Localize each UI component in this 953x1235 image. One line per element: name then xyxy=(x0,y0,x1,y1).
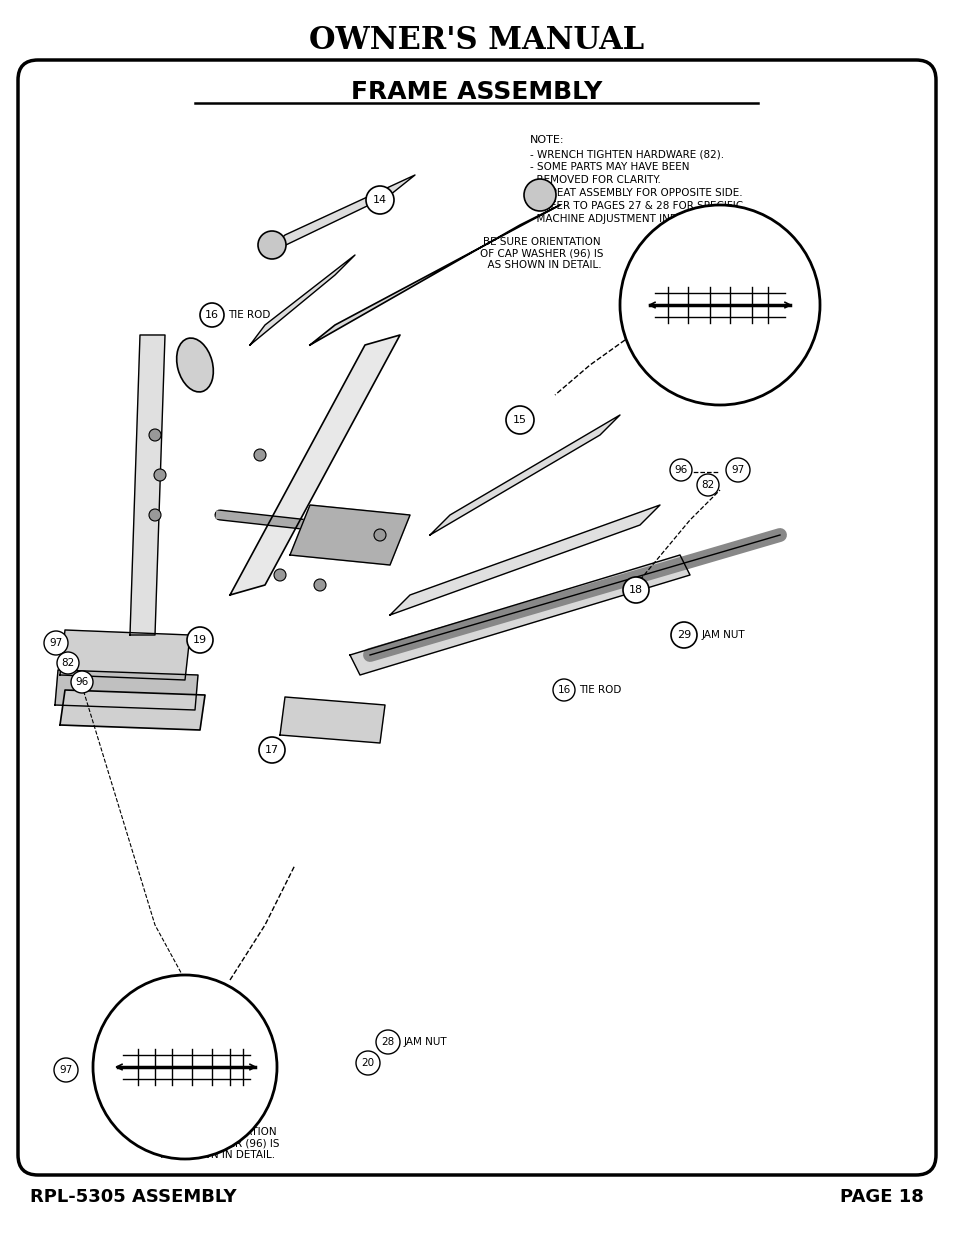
Circle shape xyxy=(622,577,648,603)
Circle shape xyxy=(628,303,655,329)
Circle shape xyxy=(71,671,92,693)
Polygon shape xyxy=(55,671,198,710)
Text: 82: 82 xyxy=(711,348,724,358)
Text: 97: 97 xyxy=(744,335,758,345)
Text: 17: 17 xyxy=(172,1050,185,1060)
Circle shape xyxy=(366,186,394,214)
Circle shape xyxy=(375,1030,399,1053)
Text: 20: 20 xyxy=(245,1068,258,1078)
Text: PAGE 18: PAGE 18 xyxy=(840,1188,923,1207)
Text: 28: 28 xyxy=(381,1037,395,1047)
Text: 15: 15 xyxy=(513,415,526,425)
Polygon shape xyxy=(390,505,659,615)
Circle shape xyxy=(149,509,161,521)
Circle shape xyxy=(740,329,763,352)
Circle shape xyxy=(92,974,276,1158)
Circle shape xyxy=(523,179,556,211)
Text: 18: 18 xyxy=(635,310,648,320)
Text: TIE ROD: TIE ROD xyxy=(578,685,620,695)
Circle shape xyxy=(109,1039,131,1061)
Circle shape xyxy=(200,303,224,327)
Text: 82: 82 xyxy=(700,480,714,490)
Text: OWNER'S MANUAL: OWNER'S MANUAL xyxy=(309,25,644,56)
Text: FRAME ASSEMBLY: FRAME ASSEMBLY xyxy=(351,80,602,104)
Text: - REPEAT ASSEMBLY FOR OPPOSITE SIDE.: - REPEAT ASSEMBLY FOR OPPOSITE SIDE. xyxy=(530,188,741,198)
Circle shape xyxy=(54,1058,78,1082)
Circle shape xyxy=(187,627,213,653)
Circle shape xyxy=(153,469,166,480)
Circle shape xyxy=(167,1044,189,1066)
Polygon shape xyxy=(230,335,399,595)
Text: BE SURE ORIENTATION
OF CAP WASHER (96) IS
AS SHOWN IN DETAIL.: BE SURE ORIENTATION OF CAP WASHER (96) I… xyxy=(156,1128,279,1160)
Polygon shape xyxy=(130,335,165,635)
Text: 18: 18 xyxy=(629,300,642,310)
Circle shape xyxy=(314,579,326,592)
Text: 16: 16 xyxy=(557,685,570,695)
Text: 20: 20 xyxy=(361,1058,375,1068)
Text: 97: 97 xyxy=(59,1065,72,1074)
Ellipse shape xyxy=(176,338,213,391)
Circle shape xyxy=(258,737,285,763)
Text: 97: 97 xyxy=(731,466,744,475)
Polygon shape xyxy=(350,555,689,676)
Circle shape xyxy=(725,458,749,482)
Circle shape xyxy=(132,1019,154,1041)
Circle shape xyxy=(44,631,68,655)
Circle shape xyxy=(149,429,161,441)
Circle shape xyxy=(257,231,286,259)
Text: 96: 96 xyxy=(75,677,89,687)
Polygon shape xyxy=(430,415,619,535)
Text: TIE ROD: TIE ROD xyxy=(228,310,270,320)
Circle shape xyxy=(642,248,666,272)
Polygon shape xyxy=(265,175,415,254)
Circle shape xyxy=(670,622,697,648)
Polygon shape xyxy=(280,697,385,743)
Text: 29: 29 xyxy=(677,630,690,640)
Text: JAM NUT: JAM NUT xyxy=(403,1037,447,1047)
Text: 97: 97 xyxy=(50,638,63,648)
Text: 15: 15 xyxy=(648,254,661,266)
Text: 82: 82 xyxy=(61,658,74,668)
Circle shape xyxy=(274,569,286,580)
Circle shape xyxy=(553,679,575,701)
Circle shape xyxy=(619,205,820,405)
Polygon shape xyxy=(290,505,410,564)
Circle shape xyxy=(680,342,702,364)
Polygon shape xyxy=(60,630,190,680)
Circle shape xyxy=(505,406,534,433)
Text: - REFER TO PAGES 27 & 28 FOR SPECIFIC: - REFER TO PAGES 27 & 28 FOR SPECIFIC xyxy=(530,201,742,211)
Polygon shape xyxy=(310,205,559,345)
Text: - WRENCH TIGHTEN HARDWARE (82).: - WRENCH TIGHTEN HARDWARE (82). xyxy=(530,149,723,159)
Text: BE SURE ORIENTATION
OF CAP WASHER (96) IS
  AS SHOWN IN DETAIL.: BE SURE ORIENTATION OF CAP WASHER (96) I… xyxy=(479,237,603,270)
Circle shape xyxy=(697,474,719,496)
Circle shape xyxy=(374,529,386,541)
Circle shape xyxy=(623,293,647,317)
Polygon shape xyxy=(60,690,205,730)
Circle shape xyxy=(355,1051,379,1074)
Polygon shape xyxy=(250,254,355,345)
Text: 14: 14 xyxy=(373,195,387,205)
Text: RPL-5305 ASSEMBLY: RPL-5305 ASSEMBLY xyxy=(30,1188,236,1207)
Circle shape xyxy=(240,1061,264,1086)
Text: 96: 96 xyxy=(674,466,687,475)
Text: 17: 17 xyxy=(265,745,279,755)
Text: 96: 96 xyxy=(684,348,698,358)
Circle shape xyxy=(253,450,266,461)
FancyBboxPatch shape xyxy=(18,61,935,1174)
Text: 82: 82 xyxy=(113,1045,127,1055)
Circle shape xyxy=(706,342,728,364)
Text: 19: 19 xyxy=(193,635,207,645)
Text: JAM NUT: JAM NUT xyxy=(701,630,745,640)
Text: 16: 16 xyxy=(205,310,219,320)
Text: 18: 18 xyxy=(628,585,642,595)
Text: - SOME PARTS MAY HAVE BEEN: - SOME PARTS MAY HAVE BEEN xyxy=(530,162,689,172)
Text: REMOVED FOR CLARITY.: REMOVED FOR CLARITY. xyxy=(530,175,660,185)
Text: NOTE:: NOTE: xyxy=(530,135,564,144)
Circle shape xyxy=(669,459,691,480)
Text: 96: 96 xyxy=(137,1025,151,1035)
Text: MACHINE ADJUSTMENT INFORMATION.: MACHINE ADJUSTMENT INFORMATION. xyxy=(530,214,734,224)
Circle shape xyxy=(57,652,79,674)
